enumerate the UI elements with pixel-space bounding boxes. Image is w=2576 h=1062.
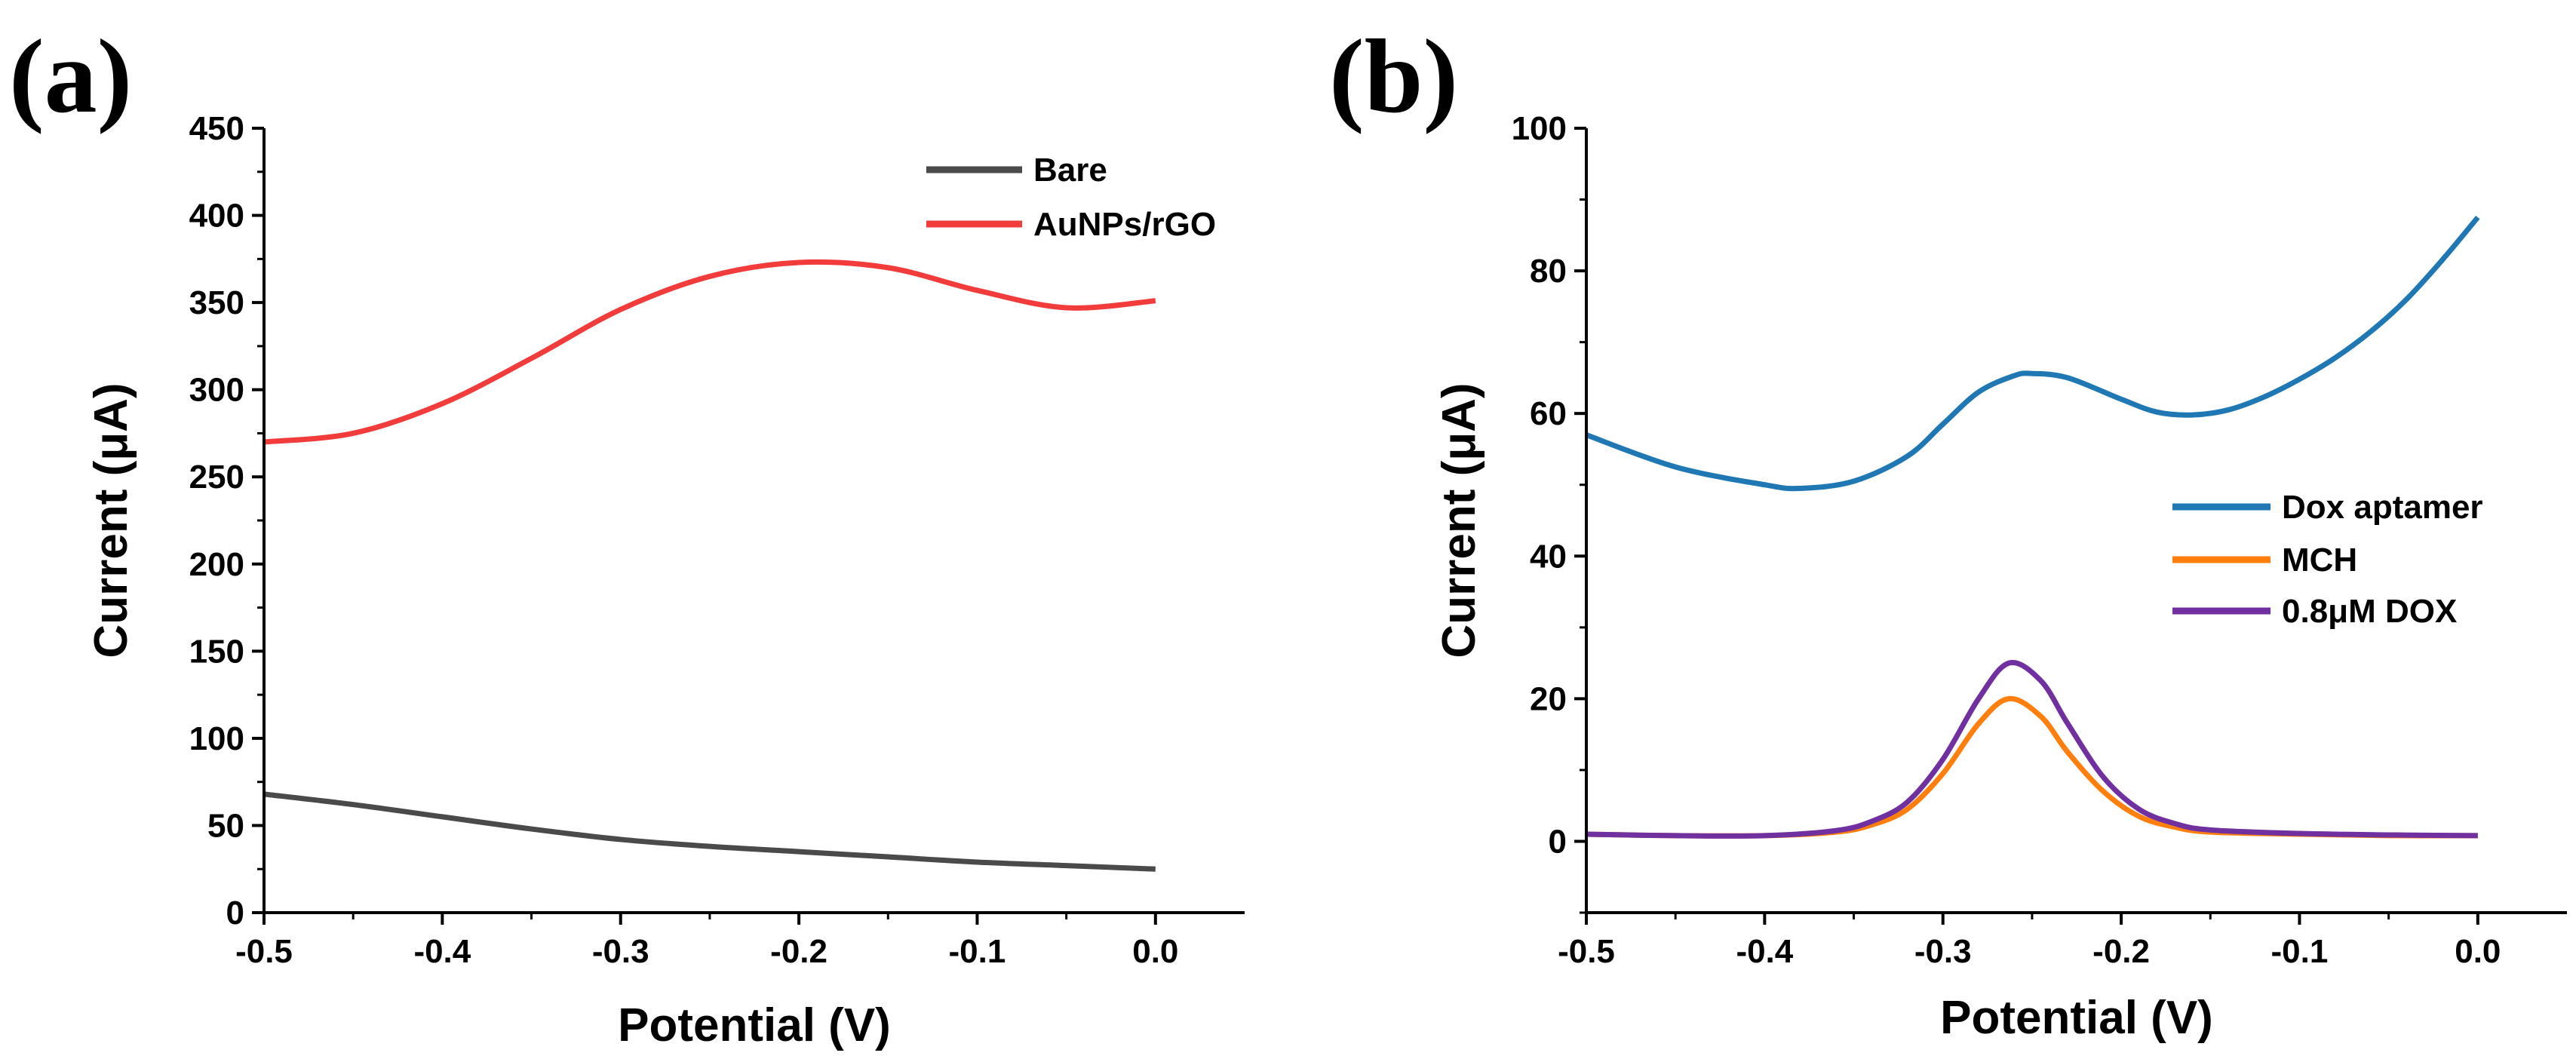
series-line-bare bbox=[263, 791, 1156, 872]
panel-b-y-tick-label: 0 bbox=[1549, 823, 1567, 860]
panel-b-y-tick-label: 80 bbox=[1530, 253, 1567, 290]
series-line-aunps-rgo bbox=[263, 259, 1156, 445]
panel-a-x-tick-label: -0.1 bbox=[949, 933, 1006, 970]
panel-a-x-tick-label: -0.5 bbox=[235, 933, 293, 970]
panel-b-legend: Dox aptamer MCH 0.8μM DOX bbox=[2172, 489, 2483, 630]
panel-b-x-tick-label: -0.1 bbox=[2271, 933, 2329, 970]
legend-label-bare: Bare bbox=[1033, 152, 1107, 189]
panel-a-y-tick-label: 0 bbox=[226, 895, 244, 932]
legend-label-0-8um-dox: 0.8μM DOX bbox=[2282, 593, 2457, 630]
panel-a-x-tick-label: -0.2 bbox=[770, 933, 827, 970]
panel-b-ticks: -0.5 -0.4 -0.3 -0.2 -0.1 0.0 0 20 40 60 80 100 bbox=[1512, 110, 2501, 970]
series-line-dox-aptamer bbox=[1585, 215, 2480, 492]
panel-b-chart: (b) -0.5 -0.4 -0.3 -0.2 -0.1 0.0020406080100 … bbox=[1329, 18, 2567, 1044]
panel-b-x-tick-label: -0.2 bbox=[2092, 933, 2150, 970]
series-line-0-8-m-dox bbox=[1586, 659, 2478, 839]
panel-b-plot bbox=[1585, 215, 2480, 839]
panel-a-plot bbox=[263, 259, 1156, 872]
series-line-mch bbox=[1586, 695, 2478, 839]
panel-a-y-tick-label: 350 bbox=[189, 284, 244, 321]
panel-a-y-tick-label: 450 bbox=[189, 110, 244, 147]
panel-a-y-tick-label: 300 bbox=[189, 372, 244, 409]
panel-b-x-tick-label: -0.3 bbox=[1914, 933, 1972, 970]
legend-label-dox-aptamer: Dox aptamer bbox=[2282, 489, 2483, 526]
panel-b-x-label: Potential (V) bbox=[1940, 992, 2213, 1044]
panel-a-frame bbox=[264, 128, 1245, 913]
panel-b-y-tick-label: 20 bbox=[1530, 680, 1567, 717]
panel-b-x-tick-label: 0.0 bbox=[2455, 933, 2501, 970]
panel-b-x-tick-label: -0.5 bbox=[1558, 933, 1615, 970]
panel-b-x-tick-label: -0.4 bbox=[1736, 933, 1793, 970]
legend-label-aunps-rgo: AuNPs/rGO bbox=[1033, 206, 1216, 243]
panel-a-x-tick-label: 0.0 bbox=[1132, 933, 1178, 970]
panel-b-y-tick-label: 40 bbox=[1530, 538, 1567, 575]
panel-a-legend: Bare AuNPs/rGO bbox=[926, 152, 1216, 243]
panel-a-y-tick-label: 100 bbox=[189, 720, 244, 757]
panel-a-y-label: Current (μA) bbox=[85, 382, 137, 658]
panel-a-y-tick-label: 50 bbox=[207, 807, 244, 844]
panel-a-y-tick-label: 200 bbox=[189, 546, 244, 583]
panel-b-y-label: Current (μA) bbox=[1433, 382, 1485, 658]
panel-a-y-tick-label: 400 bbox=[189, 198, 244, 235]
panel-a-label: (a) bbox=[9, 18, 132, 135]
panel-b-label: (b) bbox=[1329, 18, 1458, 135]
panel-a-ticks: -0.5 -0.4 -0.3 -0.2 -0.1 0.0 0 50 100 150 200 250 30… bbox=[189, 110, 1179, 970]
panel-a-y-tick-label: 150 bbox=[189, 633, 244, 670]
panel-a-x-tick-label: -0.4 bbox=[413, 933, 471, 970]
panel-b-y-tick-label: 100 bbox=[1512, 110, 1567, 147]
panel-a-y-tick-label: 250 bbox=[189, 459, 244, 496]
panel-a-x-tick-label: -0.3 bbox=[592, 933, 649, 970]
panel-a-chart: (a) -0.5 -0.4 -0.3 -0.2 -0.1 0.0 0 50 100 150 200 2… bbox=[9, 18, 1245, 1051]
panel-a-x-label: Potential (V) bbox=[618, 999, 891, 1051]
panel-b-y-tick-label: 60 bbox=[1530, 395, 1567, 432]
legend-label-mch: MCH bbox=[2282, 542, 2357, 579]
